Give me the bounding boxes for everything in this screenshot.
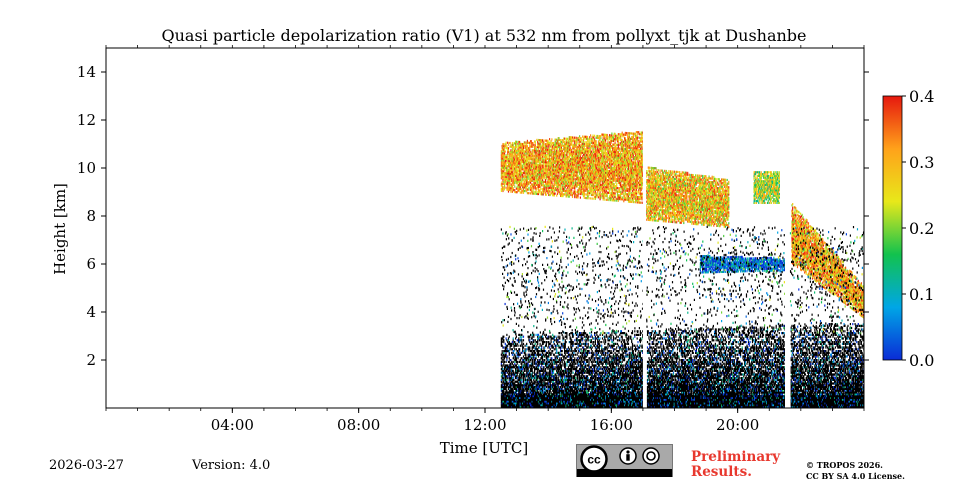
depolarization-heatmap	[501, 130, 865, 408]
x-axis-ticks: 04:00 08:00 12:00 16:00 20:00	[211, 408, 760, 434]
layer-cirrus	[646, 167, 729, 229]
layer-cirrus	[754, 171, 780, 204]
footer-version: Version: 4.0	[192, 458, 270, 473]
y-tick-label: 10	[77, 159, 96, 177]
y-tick-label: 14	[77, 63, 96, 81]
colorbar-ticks: 0.0 0.1 0.2 0.3 0.4	[902, 87, 934, 370]
chart-title: Quasi particle depolarization ratio (V1)…	[161, 26, 806, 45]
x-axis-label: Time [UTC]	[440, 439, 529, 457]
figure: { "chart_data": { "type": "heatmap", "ti…	[0, 0, 960, 480]
colorbar-tick-label: 0.2	[909, 219, 934, 238]
cc-license-badge: cc BY SA	[576, 444, 673, 477]
chart-svg: Quasi particle depolarization ratio (V1)…	[0, 0, 960, 480]
x-tick-label: 12:00	[463, 416, 506, 434]
preliminary-line2: Results.	[691, 465, 780, 480]
colorbar-tick-label: 0.4	[909, 87, 934, 106]
layer-cirrus	[501, 130, 644, 204]
colorbar	[883, 96, 902, 360]
share-alike-icon	[643, 448, 659, 464]
y-tick-label: 12	[77, 111, 96, 129]
x-tick-label: 04:00	[211, 416, 254, 434]
copyright-notice: © TROPOS 2026. CC BY SA 4.0 License.	[806, 460, 905, 480]
y-axis-label: Height [km]	[51, 183, 69, 275]
layer-boundary-layer	[501, 323, 865, 408]
x-tick-label: 08:00	[337, 416, 380, 434]
copyright-line1: © TROPOS 2026.	[806, 460, 905, 471]
y-tick-label: 8	[86, 207, 96, 225]
y-tick-label: 4	[86, 303, 96, 321]
x-tick-label: 16:00	[590, 416, 633, 434]
cc-by-label: BY	[623, 471, 633, 478]
data-gap	[785, 48, 790, 408]
colorbar-tick-label: 0.1	[909, 285, 934, 304]
data-gap	[643, 48, 646, 408]
copyright-line2: CC BY SA 4.0 License.	[806, 471, 905, 480]
x-tick-label: 20:00	[716, 416, 759, 434]
y-tick-label: 6	[86, 255, 96, 273]
y-tick-label: 2	[86, 351, 96, 369]
preliminary-notice: Preliminary Results.	[691, 450, 780, 480]
colorbar-tick-label: 0.0	[909, 351, 934, 370]
cc-sa-label: SA	[646, 471, 656, 478]
preliminary-line1: Preliminary	[691, 450, 780, 465]
colorbar-tick-label: 0.3	[909, 153, 934, 172]
footer-date: 2026-03-27	[49, 458, 124, 473]
